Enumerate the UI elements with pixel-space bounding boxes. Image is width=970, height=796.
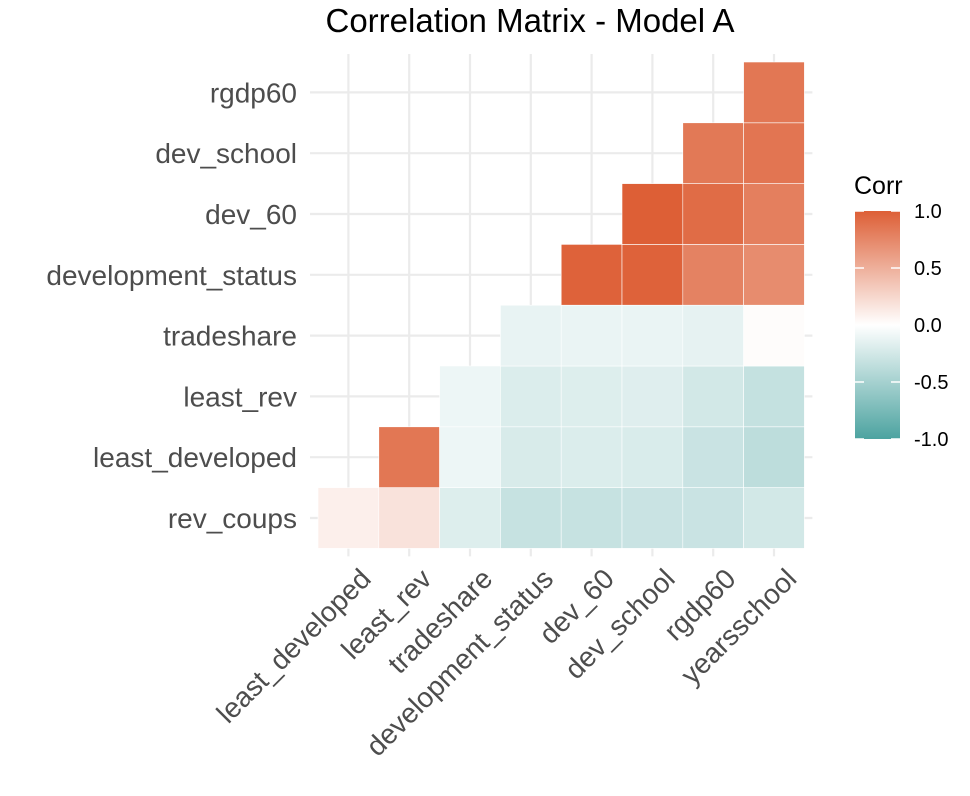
legend-tick-label: -1.0 bbox=[914, 429, 948, 451]
heatmap-cell-development_status-dev_60 bbox=[560, 244, 623, 306]
heatmap-cell-rev_coups-tradeshare bbox=[439, 487, 501, 549]
heatmap-cell-least_rev-rgdp60 bbox=[682, 365, 744, 428]
heatmap-cell-development_status-dev_school bbox=[621, 244, 684, 306]
heatmap-cell-dev_60-dev_school bbox=[621, 183, 684, 245]
heatmap-cell-least_rev-development_status bbox=[500, 365, 562, 428]
heatmap-cell-rev_coups-yearsschool bbox=[743, 487, 805, 549]
x-axis-tick-labels: least_developedleast_revtradesharedevelo… bbox=[211, 563, 803, 762]
heatmap-cell-development_status-yearsschool bbox=[743, 244, 805, 306]
legend-tick-label: 0.0 bbox=[914, 315, 942, 337]
y-tick-label: tradeshare bbox=[163, 321, 297, 352]
heatmap-cell-least_rev-dev_60 bbox=[560, 365, 623, 428]
heatmap-cell-least_developed-yearsschool bbox=[743, 426, 805, 488]
y-tick-label: least_developed bbox=[93, 442, 297, 473]
legend-ticks: 1.0 0.5 0.0 -0.5 -1.0 bbox=[855, 201, 948, 451]
y-tick-label: least_rev bbox=[183, 381, 297, 412]
heatmap-cell-least_developed-dev_school bbox=[621, 426, 684, 488]
heatmap-cell-least_developed-least_rev bbox=[378, 426, 440, 488]
heatmap-cell-tradeshare-development_status bbox=[500, 304, 562, 367]
heatmap-cell-tradeshare-dev_school bbox=[621, 304, 684, 367]
legend-tick-label: -0.5 bbox=[914, 372, 948, 394]
heatmap-cell-development_status-rgdp60 bbox=[682, 244, 744, 306]
legend-title: Corr bbox=[854, 172, 903, 200]
y-tick-label: development_status bbox=[46, 260, 297, 291]
heatmap-cell-tradeshare-yearsschool bbox=[743, 304, 805, 367]
y-tick-label: dev_school bbox=[155, 138, 297, 169]
heatmap-tiles bbox=[317, 61, 805, 549]
heatmap-cell-least_developed-tradeshare bbox=[439, 426, 501, 488]
heatmap-cell-rev_coups-dev_60 bbox=[560, 487, 623, 549]
heatmap-cell-rev_coups-rgdp60 bbox=[682, 487, 744, 549]
heatmap-cell-dev_60-rgdp60 bbox=[682, 183, 744, 245]
chart-title: Correlation Matrix - Model A bbox=[326, 2, 735, 39]
heatmap-cell-least_developed-rgdp60 bbox=[682, 426, 744, 488]
heatmap-cell-dev_60-yearsschool bbox=[743, 183, 805, 245]
heatmap-cell-tradeshare-dev_60 bbox=[560, 304, 623, 367]
heatmap-cell-least_developed-dev_60 bbox=[560, 426, 623, 488]
heatmap-cell-least_rev-yearsschool bbox=[743, 365, 805, 428]
heatmap-cell-least_rev-dev_school bbox=[621, 365, 684, 428]
y-axis-tick-labels: rev_coups least_developed least_rev tradesh… bbox=[46, 77, 297, 534]
heatmap-cell-rev_coups-least_developed bbox=[317, 487, 380, 549]
heatmap-cell-rev_coups-least_rev bbox=[378, 487, 440, 549]
heatmap-cell-dev_school-yearsschool bbox=[743, 122, 805, 184]
heatmap-cell-rgdp60-yearsschool bbox=[743, 61, 805, 124]
heatmap-cell-least_rev-tradeshare bbox=[439, 365, 501, 428]
y-tick-label: rev_coups bbox=[168, 503, 297, 534]
heatmap-cell-rev_coups-dev_school bbox=[621, 487, 684, 549]
heatmap-cell-least_developed-development_status bbox=[500, 426, 562, 488]
y-tick-label: rgdp60 bbox=[210, 77, 297, 108]
heatmap-cell-tradeshare-rgdp60 bbox=[682, 304, 744, 367]
legend: Corr 1.0 0.5 0.0 -0.5 -1.0 bbox=[854, 172, 948, 451]
legend-tick-label: 0.5 bbox=[914, 258, 942, 280]
heatmap-cell-rev_coups-development_status bbox=[500, 487, 562, 549]
heatmap-cell-dev_school-rgdp60 bbox=[682, 122, 744, 184]
legend-tick-label: 1.0 bbox=[914, 201, 942, 223]
y-tick-label: dev_60 bbox=[205, 199, 297, 230]
